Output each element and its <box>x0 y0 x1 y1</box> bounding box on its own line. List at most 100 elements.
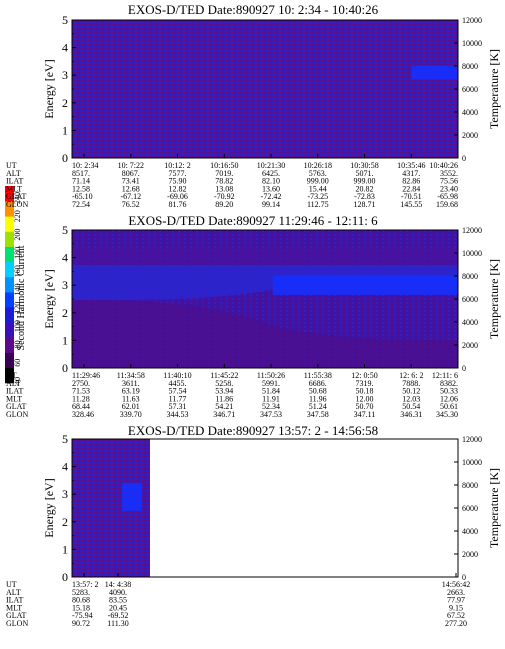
ephemeris-cell: 11:45:22 <box>210 371 238 380</box>
panel-3-x-ticks <box>83 573 457 577</box>
ephemeris-cell: 80.68 <box>72 596 90 605</box>
colorbar-swatch <box>5 352 14 369</box>
ephemeris-cell: 11:50:26 <box>257 371 285 380</box>
ephemeris-cell: 15.18 <box>72 603 90 612</box>
ephemeris-cell: 11:29:46 <box>72 371 100 380</box>
y2-tick-label: 2000 <box>462 131 478 140</box>
ephemeris-cell: -65.10 <box>72 192 93 201</box>
ephemeris-cell: 7888. <box>402 379 420 388</box>
ephemeris-cell: 13:57: 2 <box>72 580 98 589</box>
ephemeris-cell: -75.94 <box>72 611 93 620</box>
y2-tick-label: 0 <box>462 573 466 582</box>
ephemeris-cell: 50.18 <box>356 387 374 396</box>
ephemeris-cell: 53.94 <box>215 387 233 396</box>
y-tick-label: 0 <box>62 151 68 165</box>
ephemeris-cell: 5991. <box>262 379 280 388</box>
y-tick-label: 5 <box>62 432 68 446</box>
y-tick-label: 1 <box>62 542 68 556</box>
y-tick-label: 2 <box>62 96 68 110</box>
ephemeris-cell: 11.96 <box>309 394 327 403</box>
ephemeris-cell: 5283. <box>72 588 90 597</box>
ephemeris-cell: 22.84 <box>402 184 420 193</box>
y2-tick-label: 6000 <box>462 504 478 513</box>
ephemeris-cell: 6686. <box>309 379 327 388</box>
colorbar-tick-label: 180 <box>13 247 22 259</box>
colorbar-tick-label: 80 <box>13 340 22 348</box>
panel-3-y-ticks: 0 1 2 3 4 5 <box>62 432 76 584</box>
panel-1-ylabel: Energy [eV] <box>42 59 56 118</box>
ephemeris-cell: 57.31 <box>169 402 187 411</box>
ephemeris-cell: 8382. <box>440 379 458 388</box>
colorbar-tick-label: 240 <box>13 192 22 204</box>
panel-3: EXOS-D/TED Date:890927 13:57: 2 - 14:56:… <box>6 423 501 628</box>
ephemeris-cell: 12.00 <box>356 394 374 403</box>
ephemeris-cell: 111.30 <box>107 619 128 628</box>
y2-tick-label: 6000 <box>462 295 478 304</box>
ephemeris-cell: 12.03 <box>402 394 420 403</box>
ephemeris-cell: 159.68 <box>436 200 458 209</box>
ephemeris-cell: 14: 4:38 <box>105 580 131 589</box>
colorbar-tick-label: 100 <box>13 320 22 332</box>
y2-tick-label: 10000 <box>462 458 482 467</box>
ephemeris-cell: 128.71 <box>354 200 376 209</box>
ephemeris-cell: 347.11 <box>354 410 376 419</box>
ephemeris-cell: 11.63 <box>122 394 140 403</box>
y-tick-label: 2 <box>62 515 68 529</box>
ephemeris-cell: 347.58 <box>307 410 329 419</box>
ephemeris-row-label: ALT <box>6 379 21 388</box>
y2-tick-label: 2000 <box>462 550 478 559</box>
ephemeris-cell: 344.53 <box>167 410 189 419</box>
ephemeris-cell: 10:12: 2 <box>164 161 190 170</box>
ephemeris-cell: 89.20 <box>215 200 233 209</box>
ephemeris-cell: 12.58 <box>72 184 90 193</box>
spectrogram-feature <box>272 275 458 295</box>
y-tick-label: 5 <box>62 223 68 237</box>
ephemeris-cell: 50.61 <box>440 402 458 411</box>
y2-tick-label: 6000 <box>462 85 478 94</box>
ephemeris-cell: 3611. <box>122 379 140 388</box>
ephemeris-cell: 50.54 <box>402 402 420 411</box>
ephemeris-cell: 51.24 <box>309 402 327 411</box>
y-tick-label: 3 <box>62 487 68 501</box>
ephemeris-cell: 82.86 <box>402 177 420 186</box>
panel-2-y2-ticks: 0 2000 4000 6000 8000 10000 12000 <box>454 226 482 373</box>
panel-2-features <box>272 275 458 295</box>
colorbar-ticks: 40 60 80 100 120 140 160 180 200 220 240 <box>13 192 22 385</box>
ephemeris-cell: 54.21 <box>215 402 233 411</box>
panel-3-title: EXOS-D/TED Date:890927 13:57: 2 - 14:56:… <box>128 423 378 438</box>
colorbar-swatch <box>5 292 14 308</box>
panel-2-y2label: Temperature [K] <box>487 259 501 339</box>
y-tick-label: 3 <box>62 68 68 82</box>
y2-tick-label: 0 <box>462 364 466 373</box>
colorbar-swatch <box>5 186 14 202</box>
ephemeris-cell: 8067. <box>122 169 140 178</box>
ephemeris-cell: 2663. <box>447 588 465 597</box>
ephemeris-cell: 999.00 <box>307 177 329 186</box>
y2-tick-label: 8000 <box>462 481 478 490</box>
ephemeris-cell: 4090. <box>109 588 127 597</box>
ephemeris-cell: 57.54 <box>169 387 187 396</box>
panel-1-features <box>411 65 458 80</box>
ephemeris-cell: -70.51 <box>401 192 422 201</box>
colorbar-swatch <box>5 261 14 278</box>
ephemeris-cell: 7019. <box>215 169 233 178</box>
y2-tick-label: 10000 <box>462 249 482 258</box>
ephemeris-cell: 90.72 <box>72 619 90 628</box>
ephemeris-cell: 6425. <box>262 169 280 178</box>
colorbar-swatch <box>5 337 14 353</box>
panel-3-y2label: Temperature [K] <box>487 468 501 548</box>
y-tick-label: 4 <box>62 251 68 265</box>
ephemeris-cell: 345.30 <box>436 410 458 419</box>
panel-3-features <box>122 483 142 511</box>
ephemeris-row-label: MLT <box>6 184 22 193</box>
ephemeris-cell: 72.54 <box>72 200 90 209</box>
ephemeris-row-label: MLT <box>6 394 22 403</box>
ephemeris-cell: 20.82 <box>356 184 374 193</box>
ephemeris-cell: 5071. <box>356 169 374 178</box>
ephemeris-cell: 3552. <box>440 169 458 178</box>
ephemeris-row-label: ILAT <box>6 387 23 396</box>
ephemeris-cell: 50.68 <box>309 387 327 396</box>
panel-3-ylabel: Energy [eV] <box>42 478 56 537</box>
colorbar-swatch <box>5 322 14 338</box>
ephemeris-row-label: UT <box>6 371 17 380</box>
